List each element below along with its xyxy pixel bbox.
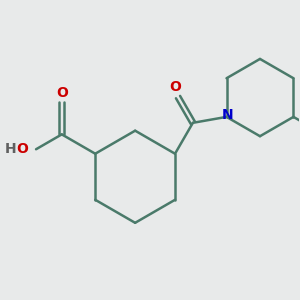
Text: O: O (169, 80, 181, 94)
Text: H: H (5, 142, 17, 156)
Text: O: O (17, 142, 28, 156)
Text: N: N (222, 108, 234, 122)
Text: O: O (56, 86, 68, 100)
